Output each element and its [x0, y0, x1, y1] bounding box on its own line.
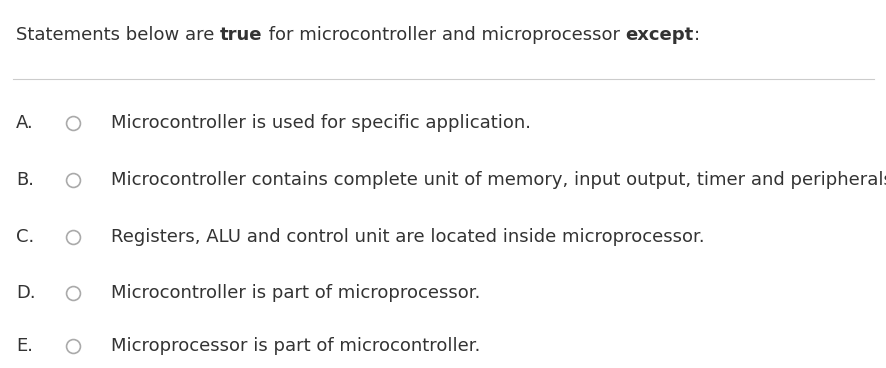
- Text: A.: A.: [16, 114, 34, 132]
- Text: E.: E.: [16, 337, 33, 355]
- Text: except: except: [625, 26, 693, 44]
- Text: Microprocessor is part of microcontroller.: Microprocessor is part of microcontrolle…: [111, 337, 479, 355]
- Text: Registers, ALU and control unit are located inside microprocessor.: Registers, ALU and control unit are loca…: [111, 229, 703, 246]
- Text: Statements below are: Statements below are: [16, 26, 220, 44]
- Text: for microcontroller and microprocessor: for microcontroller and microprocessor: [262, 26, 625, 44]
- Text: Microcontroller contains complete unit of memory, input output, timer and periph: Microcontroller contains complete unit o…: [111, 171, 886, 189]
- Text: :: :: [693, 26, 699, 44]
- Text: B.: B.: [16, 171, 34, 189]
- Text: C.: C.: [16, 229, 35, 246]
- Text: Microcontroller is used for specific application.: Microcontroller is used for specific app…: [111, 114, 531, 132]
- Text: D.: D.: [16, 284, 35, 301]
- Text: true: true: [220, 26, 262, 44]
- Text: Microcontroller is part of microprocessor.: Microcontroller is part of microprocesso…: [111, 284, 479, 301]
